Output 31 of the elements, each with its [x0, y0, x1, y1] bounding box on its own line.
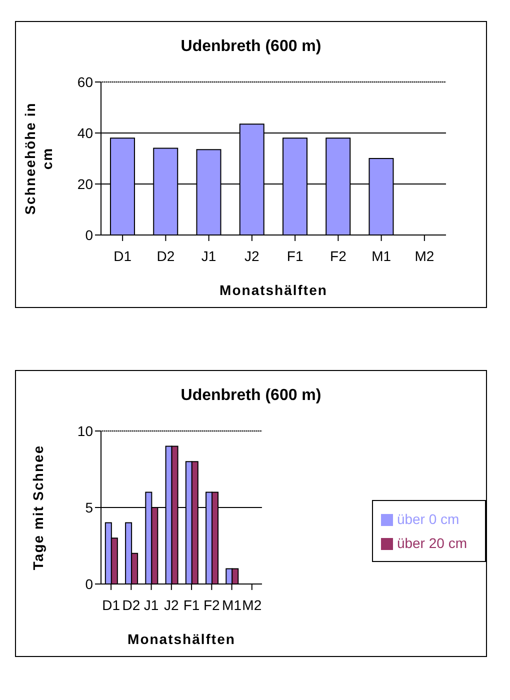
- y-axis-title: Schneehöhe in cm: [22, 102, 55, 215]
- y-tick-label: 40: [77, 124, 94, 141]
- x-tick-label: J2: [164, 596, 180, 613]
- y-tick-label: 60: [77, 74, 94, 90]
- x-tick-label: M2: [242, 596, 262, 613]
- y-tick-label: 0: [85, 226, 94, 243]
- x-tick-label: M1: [222, 596, 242, 613]
- x-tick-label: J1: [201, 248, 216, 264]
- x-tick-label: F2: [203, 596, 220, 613]
- legend-label: über 20 cm: [396, 535, 467, 551]
- x-tick-label: F2: [330, 248, 347, 264]
- x-tick-label: F1: [286, 248, 304, 264]
- legend-label: über 0 cm: [396, 511, 460, 527]
- y-tick-label: 10: [77, 422, 94, 439]
- y-axis-title: Tage mit Schnee: [30, 444, 46, 570]
- x-tick-label: M2: [414, 248, 434, 264]
- x-tick-label: J2: [244, 248, 260, 264]
- x-tick-label: D1: [114, 248, 132, 264]
- x-axis-title: Monatshälften: [128, 631, 236, 647]
- chart-title: Udenbreth (600 m): [180, 386, 322, 406]
- x-tick-label: D1: [102, 596, 120, 613]
- x-axis-title: Monatshälften: [220, 282, 328, 298]
- x-tick-label: D2: [122, 596, 140, 613]
- x-tick-label: M1: [372, 248, 392, 264]
- x-tick-label: J1: [144, 596, 159, 613]
- y-tick-label: 5: [85, 499, 94, 516]
- chart-title: Udenbreth (600 m): [180, 37, 322, 57]
- x-tick-label: D2: [156, 248, 175, 264]
- x-tick-label: F1: [183, 596, 200, 613]
- y-tick-label: 20: [77, 176, 94, 192]
- y-tick-label: 0: [85, 576, 94, 592]
